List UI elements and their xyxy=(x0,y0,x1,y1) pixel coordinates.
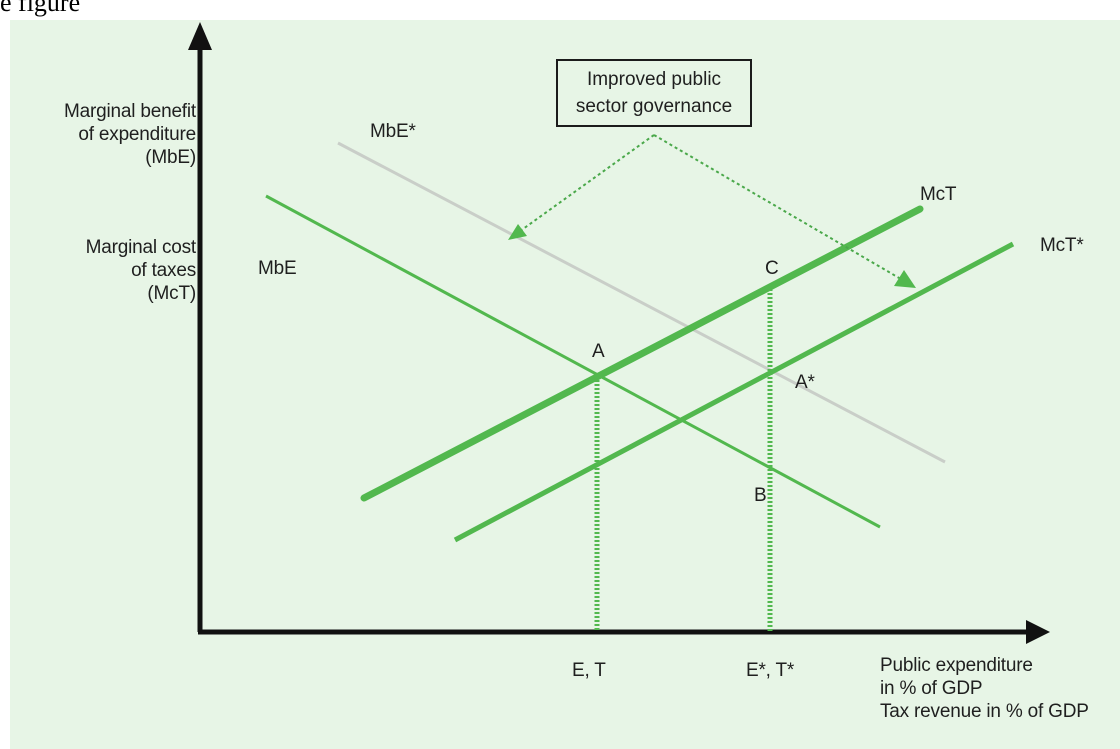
x-axis-arrow-icon xyxy=(1026,620,1050,644)
label-mct-star: McT* xyxy=(1040,235,1084,256)
y-label-benefit: Marginal benefit of expenditure (MbE) xyxy=(8,100,196,169)
y-label-cost-line-3: (McT) xyxy=(147,283,196,304)
point-label-a: A xyxy=(592,341,605,362)
point-label-c: C xyxy=(765,258,779,279)
y-label-cost-line-2: of taxes xyxy=(131,260,196,281)
y-label-benefit-line-2: of expenditure xyxy=(78,124,196,145)
y-label-benefit-line-3: (MbE) xyxy=(145,147,196,168)
governance-arrow-right xyxy=(653,134,907,283)
y-label-cost-line-1: Marginal cost xyxy=(85,237,197,258)
mbe-curve xyxy=(265,194,881,529)
x-axis-label: Public expenditure in % of GDP Tax reven… xyxy=(880,654,1089,723)
governance-arrow-right-head-icon xyxy=(894,270,916,288)
label-mct: McT xyxy=(920,184,957,205)
y-axis-arrow-icon xyxy=(188,22,212,50)
annotation-line-2: sector governance xyxy=(575,96,733,117)
header-fragment: e figure xyxy=(0,0,81,17)
label-mbe-star: MbE* xyxy=(370,121,416,142)
x-tick-et: E, T xyxy=(572,660,606,681)
governance-arrow-left-head-icon xyxy=(508,224,527,240)
mct-curve xyxy=(360,205,924,502)
point-label-a-star: A* xyxy=(795,372,815,393)
x-label-line-3: Tax revenue in % of GDP xyxy=(880,701,1089,722)
mbe-star-curve xyxy=(337,141,946,464)
annotation-line-1: Improved public xyxy=(586,69,722,90)
page-top-margin: e figure xyxy=(0,0,1120,20)
x-label-line-1: Public expenditure xyxy=(880,655,1033,676)
mct-star-curve xyxy=(453,241,1015,543)
annotation-box: Improved public sector governance xyxy=(556,59,752,127)
y-label-cost: Marginal cost of taxes (McT) xyxy=(8,236,197,305)
point-label-b: B xyxy=(754,485,767,506)
x-label-line-2: in % of GDP xyxy=(880,678,983,699)
y-label-benefit-line-1: Marginal benefit xyxy=(64,101,196,122)
diagram-panel xyxy=(10,20,1120,749)
label-mbe: MbE xyxy=(258,258,297,279)
x-tick-et-star: E*, T* xyxy=(746,660,795,681)
governance-arrow-left xyxy=(515,134,655,235)
